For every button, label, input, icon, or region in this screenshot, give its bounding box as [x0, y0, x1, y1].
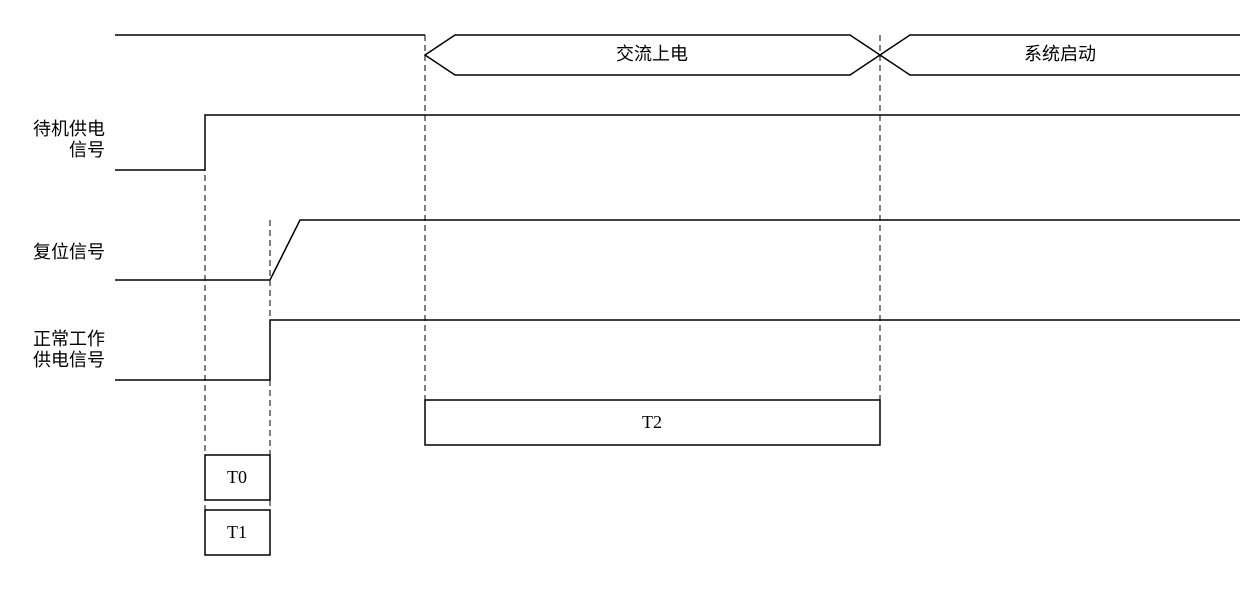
top-state-track: 交流上电 系统启动 — [115, 35, 1240, 75]
t2-label: T2 — [642, 412, 662, 432]
standby-signal: 待机供电 信号 — [33, 115, 1240, 170]
t0-label: T0 — [227, 467, 247, 487]
normal-label-l1: 正常工作 — [33, 329, 105, 349]
reset-signal: 复位信号 — [33, 220, 1240, 280]
standby-label-l2: 信号 — [69, 140, 105, 160]
t0-box: T0 — [205, 455, 270, 500]
ac-power-on-label: 交流上电 — [616, 44, 688, 64]
standby-label-l1: 待机供电 — [33, 119, 105, 139]
normal-signal: 正常工作 供电信号 — [33, 320, 1240, 380]
t1-label: T1 — [227, 522, 247, 542]
normal-label-l2: 供电信号 — [33, 350, 105, 370]
system-start-label: 系统启动 — [1024, 44, 1096, 64]
t1-box: T1 — [205, 510, 270, 555]
t2-box: T2 — [425, 400, 880, 445]
reset-label: 复位信号 — [33, 242, 105, 262]
